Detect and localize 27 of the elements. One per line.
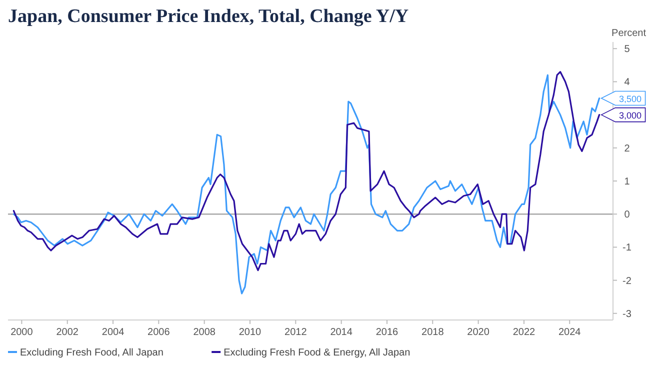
x-tick-label: 2008 — [193, 327, 216, 338]
x-tick-label: 2024 — [558, 327, 582, 338]
y-tick-label: 4 — [624, 77, 630, 88]
chart-title: Japan, Consumer Price Index, Total, Change Y/Y — [8, 6, 409, 27]
x-tick-label: 2016 — [376, 327, 399, 338]
x-tick-label: 2012 — [284, 327, 308, 338]
y-tick-label: -1 — [622, 242, 632, 254]
y-tick-label: 1 — [624, 176, 630, 188]
x-tick-label: 2014 — [330, 327, 353, 338]
y-tick-label: 0 — [624, 210, 630, 221]
x-tick-label: 2002 — [56, 327, 79, 338]
x-tick-label: 2020 — [467, 327, 490, 338]
x-tick-label: 2006 — [148, 327, 170, 338]
legend-label: Excluding Fresh Food & Energy, All Japan — [224, 348, 410, 358]
annotation: 3,500 — [619, 94, 642, 104]
legend-label: Excluding Fresh Food, All Japan — [20, 348, 164, 358]
x-tick-label: 2022 — [512, 327, 536, 338]
x-tick-label: 2004 — [102, 327, 125, 338]
y-tick-label: 2 — [624, 143, 630, 154]
y-axis-title: Percent — [612, 28, 646, 39]
x-tick-label: 2000 — [10, 327, 34, 338]
y-tick-label: 5 — [624, 44, 630, 56]
annotation: 3,000 — [619, 110, 642, 120]
x-tick-label: 2018 — [422, 327, 444, 338]
y-tick-label: -3 — [622, 308, 632, 320]
y-tick-label: -2 — [622, 276, 632, 287]
x-tick-label: 2010 — [238, 327, 262, 338]
